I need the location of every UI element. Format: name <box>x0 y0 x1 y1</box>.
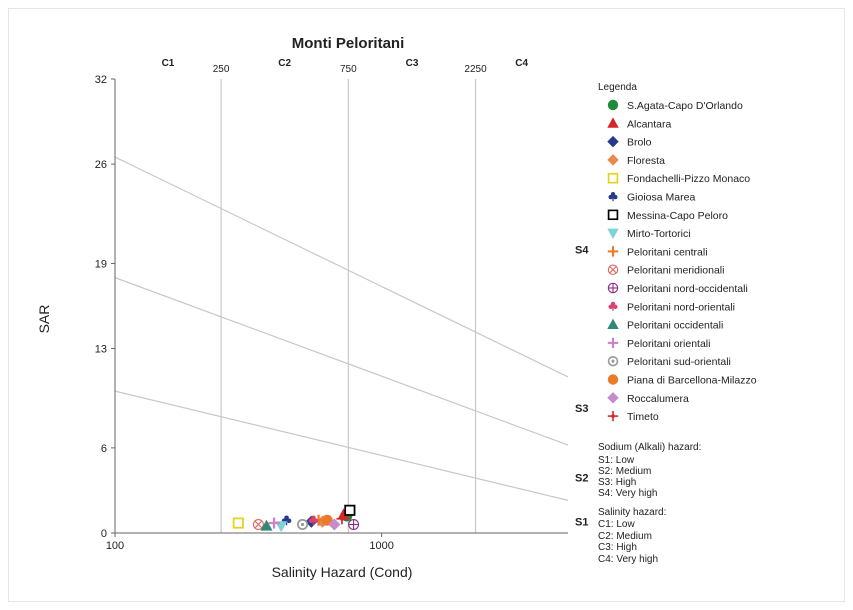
axes <box>111 78 568 537</box>
hazard-note: Sodium (Alkali) hazard: <box>598 442 701 453</box>
salinity-class-label: C1 <box>162 58 175 69</box>
data-point <box>328 518 341 531</box>
data-point <box>337 508 350 520</box>
data-point <box>232 517 244 529</box>
hazard-note: S1: Low <box>598 455 635 466</box>
legend-marker <box>607 209 619 221</box>
x-axis-label: Salinity Hazard (Cond) <box>272 564 413 580</box>
sodium-class-label: S2 <box>575 473 588 485</box>
salinity-class-label: C4 <box>515 58 528 69</box>
figure-frame <box>8 8 845 602</box>
sodium-boundary-line <box>114 390 569 501</box>
salinity-boundary-label: 250 <box>213 64 230 75</box>
data-point <box>344 504 356 516</box>
legend-entry: Messina-Capo Peloro <box>627 210 728 222</box>
y-axis-label: SAR <box>36 305 52 334</box>
data-point <box>348 518 360 530</box>
legend-marker <box>607 282 619 294</box>
data-point <box>252 518 264 530</box>
x-tick-label: 1000 <box>369 540 393 552</box>
legend-entry: S.Agata-Capo D'Orlando <box>627 100 743 112</box>
data-point <box>313 514 325 526</box>
legend-entry: Peloritani nord-orientali <box>627 301 735 313</box>
sodium-class-label: S1 <box>575 517 588 529</box>
sodium-class-label: S4 <box>575 244 589 256</box>
data-point <box>296 518 309 531</box>
legend-entry: Peloritani occidentali <box>627 320 723 332</box>
legend-marker <box>607 135 619 148</box>
legend-marker <box>607 228 619 240</box>
chart-title: Monti Peloritani <box>292 35 405 52</box>
y-tick-label: 0 <box>101 528 107 540</box>
hazard-note: S3: High <box>598 477 636 488</box>
y-tick-label: 13 <box>95 344 107 356</box>
legend-entry: Brolo <box>627 137 652 149</box>
salinity-boundary-label: 2250 <box>464 64 487 75</box>
legend-marker <box>607 117 619 128</box>
legend: S.Agata-Capo D'Orlando Alcantara Brolo Flor… <box>607 99 757 423</box>
legend-marker <box>607 355 619 367</box>
legend-entry: Roccalumera <box>627 393 689 405</box>
hazard-note: S4: Very high <box>598 488 657 499</box>
salinity-boundary-label: 750 <box>340 64 357 75</box>
hazard-note: C1: Low <box>598 519 635 530</box>
data-point <box>268 517 280 529</box>
data-point <box>308 515 319 526</box>
hazard-note: C4: Very high <box>598 554 658 565</box>
y-tick-label: 32 <box>95 74 107 86</box>
data-point <box>260 519 273 531</box>
legend-marker <box>607 264 619 275</box>
hazard-note: C2: Medium <box>598 531 652 542</box>
y-tick-label: 26 <box>95 159 107 171</box>
legend-marker <box>607 172 619 184</box>
legend-marker <box>607 337 619 349</box>
sodium-class-label: S3 <box>575 403 588 415</box>
hazard-note: C3: High <box>598 542 637 553</box>
y-tick-label: 19 <box>95 258 107 270</box>
legend-marker <box>608 191 618 202</box>
legend-entry: Peloritani sud-orientali <box>627 356 731 368</box>
legend-entry: Mirto-Tortorici <box>627 228 691 240</box>
hazard-note: S2: Medium <box>598 466 651 477</box>
legend-marker <box>607 318 619 330</box>
legend-marker <box>608 301 618 311</box>
sodium-boundary-line <box>114 277 569 446</box>
sodium-boundary-line <box>114 156 569 378</box>
class-boundaries <box>114 79 569 533</box>
legend-entry: Timeto <box>627 411 659 423</box>
legend-marker <box>607 246 619 257</box>
legend-entry: Fondachelli-Pizzo Monaco <box>627 173 750 185</box>
data-points <box>232 504 360 533</box>
legend-marker <box>607 374 619 385</box>
y-tick-label: 6 <box>101 443 107 455</box>
legend-marker <box>607 410 619 422</box>
legend-entry: Peloritani centrali <box>627 246 708 258</box>
legend-entry: Peloritani meridionali <box>627 265 724 277</box>
legend-entry: Peloritani orientali <box>627 338 710 350</box>
salinity-class-label: C2 <box>278 58 291 69</box>
legend-entry: Alcantara <box>627 118 672 130</box>
legend-marker <box>607 99 619 111</box>
legend-entry: Peloritani nord-occidentali <box>627 283 748 295</box>
legend-title: Legenda <box>598 82 637 93</box>
x-tick-label: 100 <box>106 540 124 552</box>
legend-entry: Floresta <box>627 155 665 167</box>
tick-labels: 250 750 2250 0 6 13 19 26 32 100 1000 <box>95 64 487 552</box>
legend-entry: Piana di Barcellona-Milazzo <box>627 375 757 387</box>
salinity-class-label: C3 <box>406 58 419 69</box>
legend-marker <box>607 392 619 404</box>
legend-entry: Gioiosa Marea <box>627 192 695 204</box>
hazard-note: Salinity hazard: <box>598 507 666 518</box>
data-point <box>336 513 348 525</box>
legend-marker <box>607 154 619 166</box>
class-labels: C1 C2 C3 C4 S4 S3 S2 S1 <box>162 58 590 529</box>
